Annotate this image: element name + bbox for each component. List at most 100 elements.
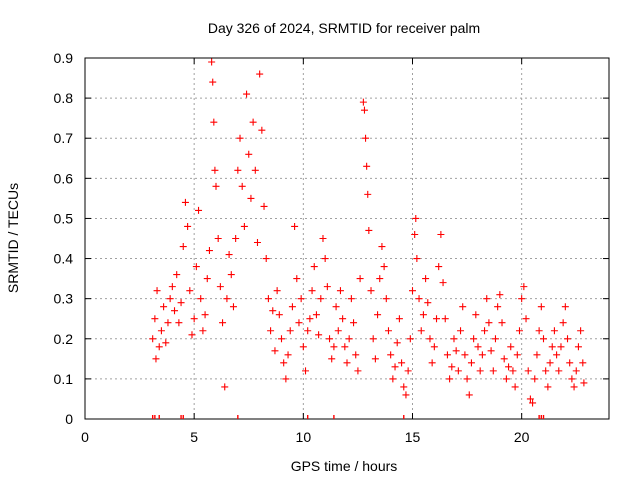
data-point xyxy=(579,359,587,367)
data-point xyxy=(570,383,578,391)
y-axis-label: SRMTID / TECUs xyxy=(5,183,21,293)
data-point xyxy=(546,359,554,367)
data-point xyxy=(186,287,194,295)
data-point xyxy=(216,283,224,291)
data-point xyxy=(542,367,550,375)
data-point xyxy=(507,343,515,351)
data-point xyxy=(419,311,427,319)
data-point xyxy=(568,375,576,383)
data-point xyxy=(483,295,491,303)
x-tick-label: 5 xyxy=(190,429,198,445)
data-point xyxy=(308,287,316,295)
data-point xyxy=(426,335,434,343)
data-point xyxy=(205,247,213,255)
data-point xyxy=(359,98,367,106)
data-point xyxy=(339,315,347,323)
data-point xyxy=(535,327,543,335)
data-point xyxy=(227,271,235,279)
data-point xyxy=(572,367,580,375)
data-point xyxy=(160,303,168,311)
data-point xyxy=(450,335,458,343)
data-point xyxy=(476,367,484,375)
x-tick-labels: 0 5 10 15 20 xyxy=(81,429,530,445)
data-point xyxy=(225,251,233,259)
data-point xyxy=(566,359,574,367)
y-tick-label: 0 xyxy=(65,411,73,427)
data-point xyxy=(157,327,165,335)
data-point xyxy=(251,166,259,174)
data-point xyxy=(537,303,545,311)
data-point xyxy=(256,70,264,78)
data-point xyxy=(465,391,473,399)
data-point xyxy=(467,359,475,367)
data-point xyxy=(529,399,537,407)
data-point xyxy=(531,375,539,383)
data-point xyxy=(524,367,532,375)
data-point xyxy=(430,343,438,351)
data-point xyxy=(245,150,253,158)
data-point xyxy=(260,202,268,210)
data-point xyxy=(249,118,257,126)
data-point xyxy=(328,355,336,363)
data-point xyxy=(555,367,563,375)
data-point xyxy=(273,287,281,295)
data-point xyxy=(234,166,242,174)
data-point xyxy=(487,347,495,355)
data-point xyxy=(356,275,364,283)
data-point xyxy=(494,303,502,311)
data-point xyxy=(208,58,216,66)
data-point xyxy=(152,355,160,363)
x-tick-label: 0 xyxy=(81,429,89,445)
data-point xyxy=(387,351,395,359)
data-point xyxy=(343,359,351,367)
data-point xyxy=(312,311,320,319)
y-tick-label: 0.4 xyxy=(54,251,74,267)
data-point xyxy=(203,275,211,283)
data-point xyxy=(282,375,290,383)
data-point xyxy=(459,303,467,311)
data-point xyxy=(406,335,414,343)
data-point xyxy=(557,343,565,351)
data-point xyxy=(181,198,189,206)
data-point xyxy=(267,327,275,335)
data-point xyxy=(243,90,251,98)
data-point xyxy=(253,239,261,247)
data-point xyxy=(280,359,288,367)
data-point xyxy=(580,379,588,387)
data-point xyxy=(526,395,534,403)
y-tick-label: 0.7 xyxy=(54,130,74,146)
data-point xyxy=(540,335,547,343)
data-point xyxy=(561,303,569,311)
x-axis-label: GPS time / hours xyxy=(291,458,398,474)
data-point xyxy=(201,311,209,319)
data-point xyxy=(417,327,425,335)
data-point xyxy=(448,363,456,371)
data-point xyxy=(384,327,392,335)
axis-ticks xyxy=(84,57,609,420)
data-point xyxy=(214,235,222,242)
data-point xyxy=(210,118,218,126)
data-point xyxy=(212,182,220,190)
data-point xyxy=(236,134,244,142)
data-point xyxy=(223,295,231,303)
data-point xyxy=(197,295,205,303)
data-point xyxy=(472,311,480,319)
data-point xyxy=(271,347,279,355)
data-point xyxy=(553,351,561,359)
data-point xyxy=(577,327,585,335)
data-point xyxy=(347,295,355,303)
data-point xyxy=(179,243,187,251)
data-point xyxy=(496,291,504,299)
data-point xyxy=(404,367,412,375)
data-point xyxy=(211,166,219,174)
data-point xyxy=(424,299,432,307)
data-point xyxy=(336,287,344,295)
data-point xyxy=(168,283,176,291)
data-point xyxy=(177,299,185,307)
y-tick-label: 0.9 xyxy=(54,50,74,66)
data-point xyxy=(374,311,382,319)
data-point xyxy=(171,307,179,315)
data-point xyxy=(258,126,266,134)
data-point xyxy=(382,295,390,303)
